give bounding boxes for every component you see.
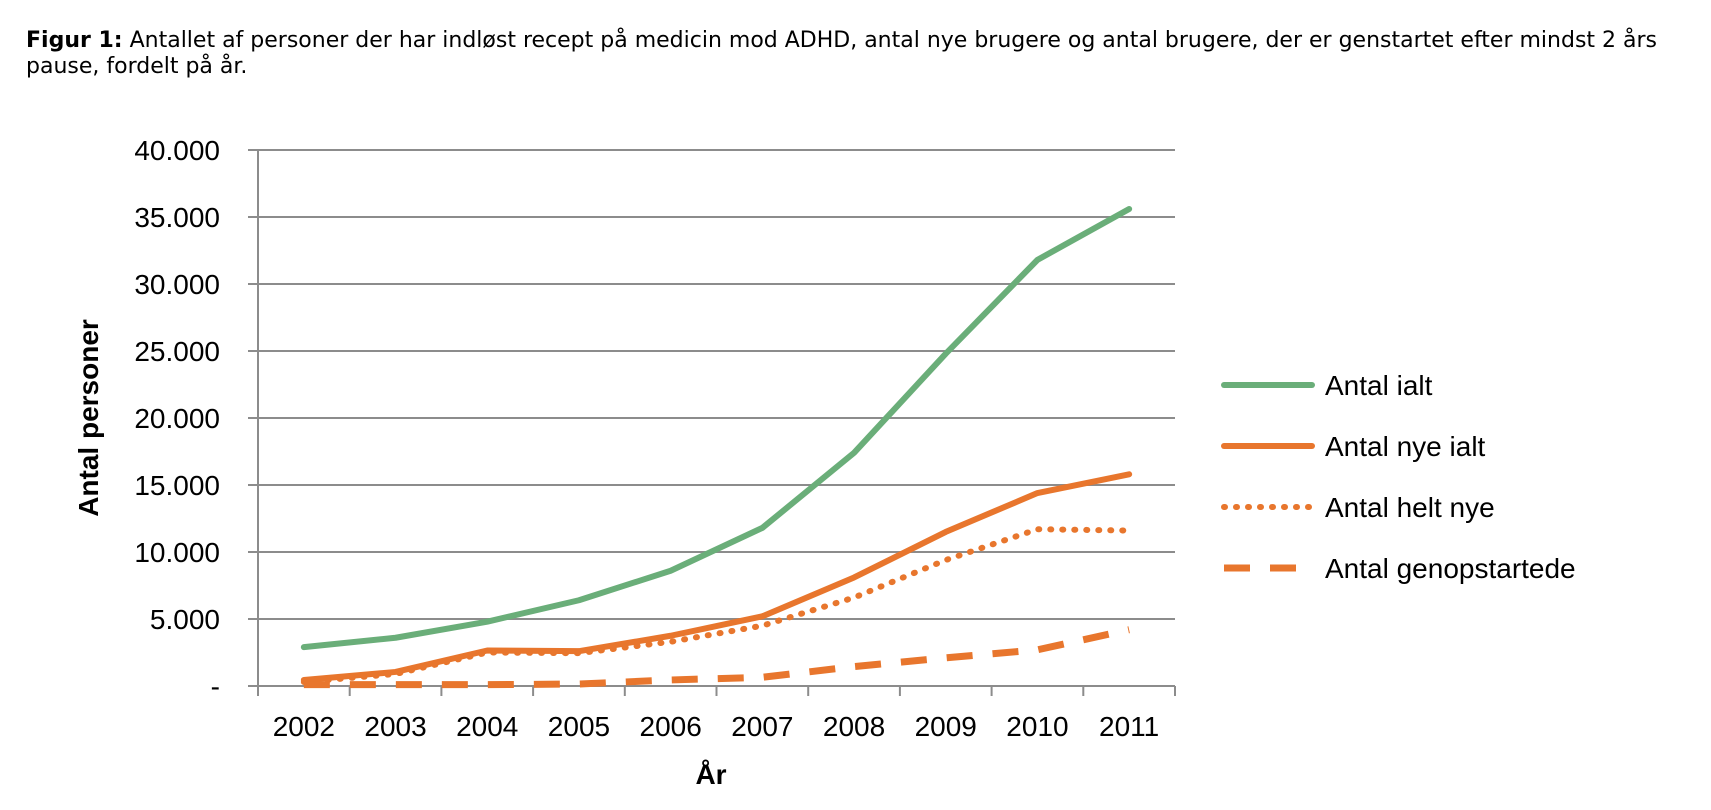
- y-tick-label: 15.000: [134, 470, 220, 501]
- series-line-antal-helt-nye: [300, 526, 1133, 685]
- series-line-antal-genopstartede: [303, 626, 1130, 689]
- legend-label: Antal genopstartede: [1325, 553, 1576, 584]
- chart-legend: Antal ialt Antal nye ialt Antal helt nye An…: [1221, 370, 1576, 584]
- y-tick-label: 40.000: [134, 135, 220, 166]
- x-tick-label: 2004: [456, 711, 518, 742]
- figure-caption-label: Figur 1:: [26, 28, 123, 53]
- x-tick-label: 2008: [823, 711, 885, 742]
- legend-label: Antal ialt: [1325, 370, 1433, 401]
- chart-series: [300, 205, 1133, 689]
- x-tick-label: 2009: [915, 711, 977, 742]
- legend-label: Antal nye ialt: [1325, 431, 1486, 462]
- x-tick-label: 2005: [548, 711, 610, 742]
- x-axis-ticks: 2002 2003 2004 2005 2006 2007 2008 2009 2010 2011: [257, 686, 1176, 742]
- x-tick-label: 2011: [1099, 711, 1159, 742]
- x-tick-label: 2002: [273, 711, 335, 742]
- chart-gridlines: [248, 149, 1175, 620]
- series-line-antal-ialt: [300, 205, 1133, 651]
- y-tick-label: 35.000: [134, 202, 220, 233]
- y-tick-label: 5.000: [150, 604, 220, 635]
- figure-caption-text: Antallet af personer der har indløst rec…: [26, 28, 1658, 79]
- x-tick-label: 2003: [364, 711, 426, 742]
- y-axis-ticks: - 5.000 10.000 15.000 20.000 25.000 30.000 35.0…: [134, 135, 220, 702]
- legend-label: Antal helt nye: [1325, 492, 1495, 523]
- series-line-antal-nye-ialt: [300, 471, 1133, 683]
- figure-caption: Figur 1: Antallet af personer der har in…: [26, 28, 1666, 80]
- y-tick-label: 25.000: [134, 336, 220, 367]
- y-tick-label: 10.000: [134, 537, 220, 568]
- y-tick-label: 20.000: [134, 403, 220, 434]
- y-tick-label: 30.000: [134, 269, 220, 300]
- x-tick-label: 2007: [731, 711, 793, 742]
- x-axis-label: År: [695, 759, 726, 790]
- y-axis-label: Antal personer: [73, 319, 104, 517]
- chart-axes: [248, 150, 1175, 694]
- x-tick-label: 2010: [1006, 711, 1068, 742]
- x-tick-label: 2006: [640, 711, 702, 742]
- y-tick-label: -: [211, 671, 220, 702]
